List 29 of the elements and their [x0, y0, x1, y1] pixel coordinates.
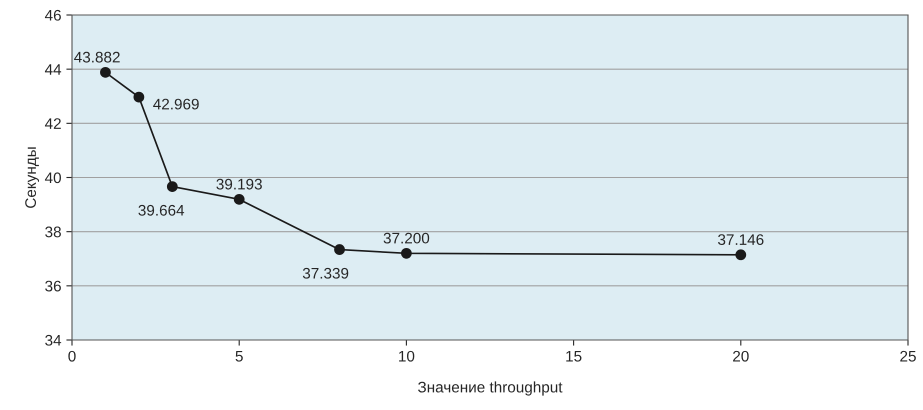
x-tick-label: 0 — [68, 350, 76, 362]
data-label: 37.339 — [302, 268, 348, 279]
point — [334, 244, 345, 255]
data-label: 37.200 — [384, 232, 430, 244]
x-axis-title: Значение throughput — [418, 381, 562, 396]
x-tick-label: 25 — [900, 350, 916, 362]
data-label: 39.664 — [138, 204, 184, 216]
point — [100, 66, 111, 78]
x-tick-label: 5 — [236, 350, 243, 362]
data-label: 37.146 — [718, 234, 764, 246]
point — [234, 194, 245, 205]
point — [134, 92, 144, 102]
x-tick-label: 20 — [733, 350, 749, 362]
y-tick-label: 40 — [44, 172, 61, 184]
point — [401, 248, 412, 259]
data-label: 43.882 — [74, 52, 120, 63]
point — [735, 249, 746, 260]
y-tick-label: 42 — [44, 118, 61, 129]
x-tick-label: 10 — [399, 350, 414, 362]
point — [166, 181, 178, 192]
y-tick-label: 44 — [44, 64, 62, 75]
y-tick-label: 38 — [45, 226, 61, 238]
y-tick-label: 46 — [44, 10, 61, 21]
x-tick-label: 15 — [566, 350, 582, 362]
y-axis-title: Секунды — [25, 147, 40, 208]
data-label: 42.969 — [153, 98, 199, 110]
y-tick-label: 34 — [45, 334, 62, 346]
y-tick-label: 36 — [45, 280, 61, 292]
data-label: 39.193 — [216, 178, 262, 190]
